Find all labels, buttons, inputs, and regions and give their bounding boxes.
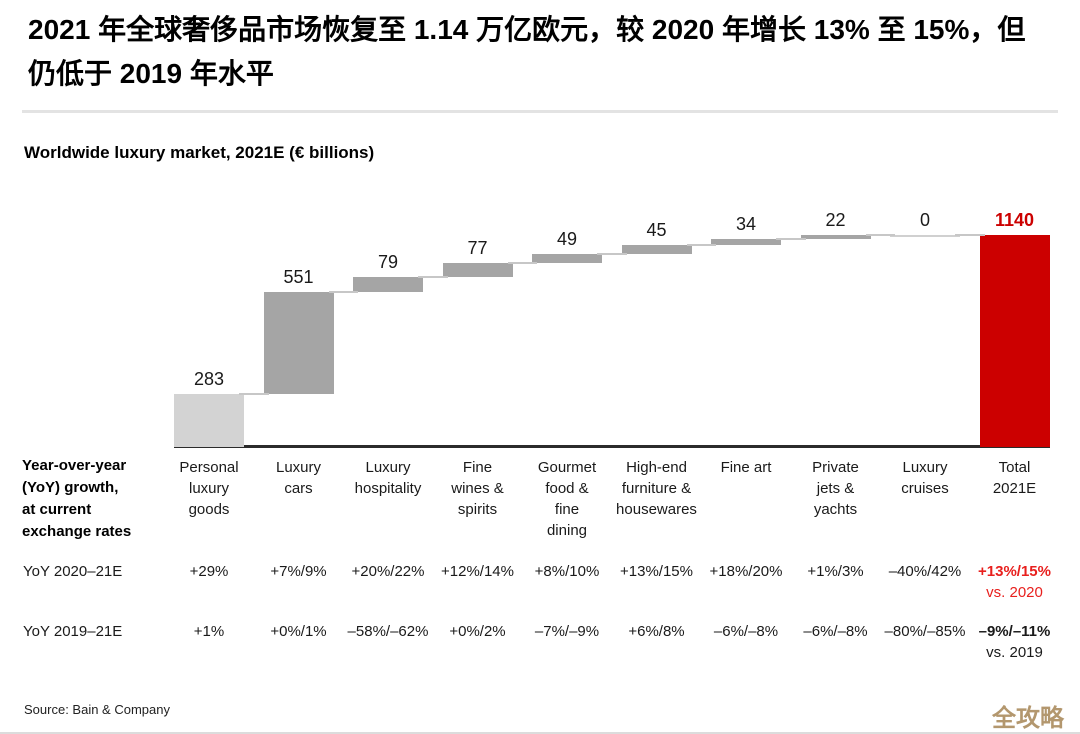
category-label: High-end furniture & housewares <box>616 459 697 518</box>
category-label: Luxury cruises <box>901 459 949 497</box>
yoy-cell: –6%/–8% <box>713 623 779 640</box>
waterfall-bar <box>532 253 602 263</box>
bar-value-label: 34 <box>735 214 757 235</box>
category-label: Luxury hospitality <box>354 459 422 497</box>
yoy-cell: +8%/10% <box>534 563 600 580</box>
bar-value-label: 283 <box>193 369 225 390</box>
connector-line <box>776 238 806 241</box>
waterfall-bar <box>174 394 244 447</box>
yoy-total-note: vs. 2020 <box>986 584 1043 601</box>
connector-line <box>955 234 985 236</box>
chart-subtitle: Worldwide luxury market, 2021E (€ billio… <box>24 143 375 162</box>
yoy-cell: +1% <box>193 623 225 640</box>
yoy-cell: +0%/2% <box>449 623 506 640</box>
total-value-label: 1140 <box>994 210 1035 230</box>
connector-line <box>418 276 448 279</box>
category-label: Luxury cars <box>275 459 322 497</box>
x-axis-line <box>174 445 1050 448</box>
total-bar <box>979 235 1050 447</box>
category-label: Fine wines & spirits <box>451 459 504 518</box>
yoy-cell: –7%/–9% <box>534 623 600 640</box>
waterfall-bar <box>353 277 423 292</box>
yoy-cell: –40%/42% <box>888 563 962 580</box>
connector-line <box>597 252 627 255</box>
bar-value-label: 551 <box>283 266 314 287</box>
yoy-cell: +13%/15% <box>620 563 693 580</box>
yoy-cell: +29% <box>189 563 229 580</box>
yoy-cell: –58%/–62% <box>347 623 429 640</box>
yoy-total-cell: –9%/–11% <box>978 623 1051 640</box>
category-label: Personal luxury goods <box>179 459 239 518</box>
bar-value-label: 22 <box>825 210 846 230</box>
connector-line <box>239 393 269 396</box>
waterfall-bar <box>621 245 692 254</box>
category-label: Gourmet food & fine dining <box>537 459 597 539</box>
yoy-cell: –80%/–85% <box>884 623 966 640</box>
bar-value-label: 79 <box>377 252 399 273</box>
connector-line <box>328 290 358 293</box>
category-label: Fine art <box>720 459 772 476</box>
bar-value-label: 45 <box>646 220 667 241</box>
waterfall-bar <box>800 235 871 240</box>
yoy-cell: +1%/3% <box>807 563 864 580</box>
connector-line <box>865 234 895 236</box>
connector-line <box>686 244 716 247</box>
yoy-cell: +7%/9% <box>270 563 327 580</box>
waterfall-bar <box>890 235 960 237</box>
waterfall-bar <box>263 291 334 395</box>
yoy-cell: +6%/8% <box>628 623 685 640</box>
yoy-cell: +18%/20% <box>709 563 783 580</box>
yoy-cell: +20%/22% <box>351 563 425 580</box>
yoy-total-note: vs. 2019 <box>986 644 1043 661</box>
header-divider <box>22 110 1058 113</box>
bar-value-label: 0 <box>919 210 930 230</box>
yoy-total-cell: +13%/15% <box>978 563 1051 580</box>
category-label: Total 2021E <box>992 459 1037 497</box>
waterfall-bar <box>442 262 513 278</box>
page-title: 2021 年全球奢侈品市场恢复至 1.14 万亿欧元，较 2020 年增长 13… <box>28 14 1026 89</box>
source-text: Source: Bain & Company <box>24 702 170 717</box>
watermark: 全攻略 <box>992 705 1064 732</box>
yoy-cell: +0%/1% <box>270 623 327 640</box>
waterfall-bar <box>711 239 781 246</box>
bar-value-label: 49 <box>556 228 578 249</box>
yoy-cell: –6%/–8% <box>803 623 868 640</box>
yoy-row-label: YoY 2020–21E <box>23 563 123 580</box>
connector-line <box>507 261 537 264</box>
table-row-header: Year-over-year (YoY) growth, at current … <box>22 457 132 540</box>
category-label: Private jets & yachts <box>812 459 859 518</box>
yoy-cell: +12%/14% <box>441 563 514 580</box>
yoy-row-label: YoY 2019–21E <box>23 623 123 640</box>
bar-value-label: 77 <box>467 237 488 258</box>
